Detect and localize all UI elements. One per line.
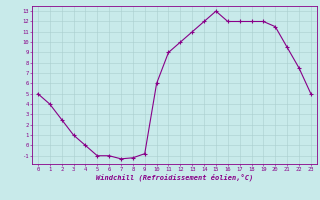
- X-axis label: Windchill (Refroidissement éolien,°C): Windchill (Refroidissement éolien,°C): [96, 174, 253, 181]
